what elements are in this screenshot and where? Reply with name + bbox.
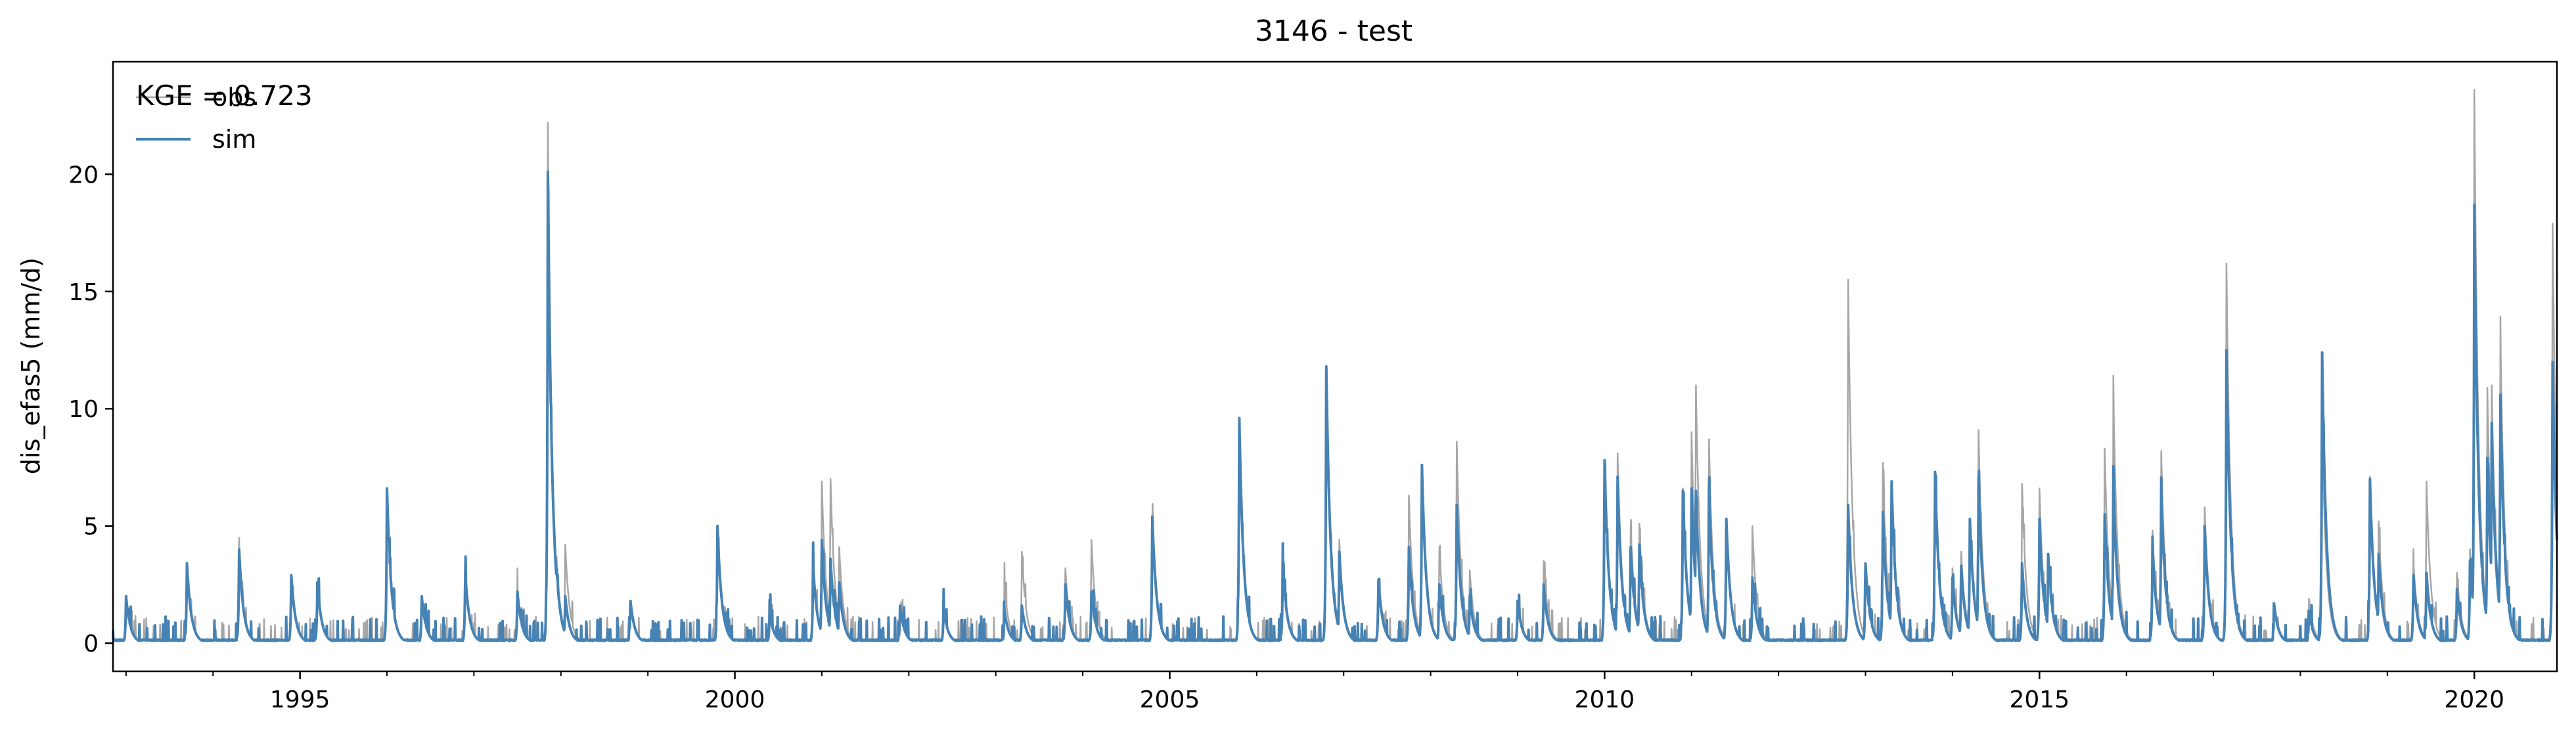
x-tick-label: 2005	[1140, 686, 1200, 713]
y-tick-label: 10	[68, 396, 99, 423]
y-tick-label: 0	[83, 631, 99, 658]
plot-frame	[112, 60, 2558, 673]
y-tick-label: 20	[68, 162, 99, 189]
x-tick-label: 2010	[1575, 686, 1635, 713]
y-tick-label: 5	[83, 514, 99, 541]
kge-annotation: KGE = 0.723	[136, 79, 313, 112]
x-tick-label: 2000	[705, 686, 765, 713]
y-tick-label: 15	[68, 279, 99, 306]
x-tick-label: 2020	[2444, 686, 2504, 713]
legend-label-obs: obs	[212, 83, 256, 112]
y-axis-label: dis_efas5 (mm/d)	[16, 257, 45, 474]
series-line-obs	[112, 89, 2558, 642]
x-tick-label: 1995	[270, 686, 330, 713]
series-line-sim	[112, 170, 2558, 642]
x-tick-label: 2015	[2010, 686, 2070, 713]
legend-label-sim: sim	[212, 125, 256, 154]
chart-title: 3146 - test	[1255, 14, 1412, 48]
